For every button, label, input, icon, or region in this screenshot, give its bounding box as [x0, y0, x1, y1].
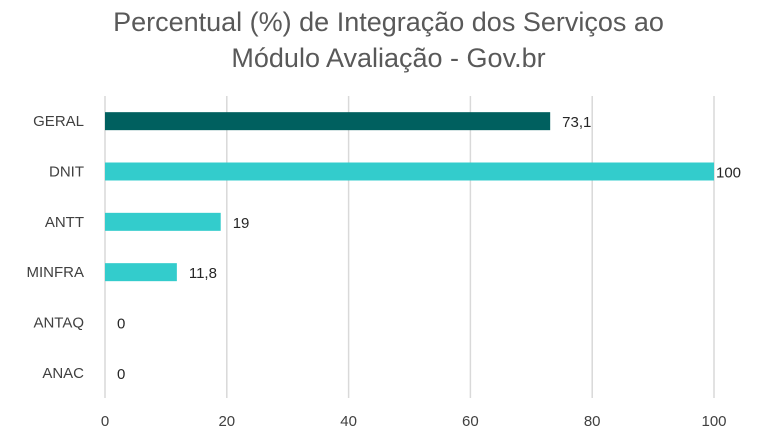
- x-tick-label-100: 100: [701, 413, 726, 430]
- category-label-geral: GERAL: [33, 113, 84, 130]
- gridlines: [104, 96, 715, 398]
- x-tick-label-0: 0: [101, 413, 109, 430]
- x-tick-label-40: 40: [340, 413, 357, 430]
- data-label-antaq: 0: [117, 316, 125, 333]
- data-label-geral: 73,1: [562, 114, 591, 131]
- category-label-anac: ANAC: [42, 365, 84, 382]
- data-labels: 73,1 100 19 11,8 0 0: [117, 114, 741, 383]
- category-label-minfra: MINFRA: [27, 264, 85, 281]
- category-labels: GERAL DNIT ANTT MINFRA ANTAQ ANAC: [27, 113, 85, 382]
- x-axis-tick-labels: 0 20 40 60 80 100: [101, 413, 727, 430]
- x-tick-label-80: 80: [584, 413, 601, 430]
- data-label-minfra: 11,8: [189, 265, 217, 282]
- data-label-anac: 0: [117, 366, 125, 383]
- chart-title: Percentual (%) de Integração dos Serviço…: [0, 4, 777, 76]
- chart-title-line-2: Módulo Avaliação - Gov.br: [231, 43, 546, 73]
- bar-antt: [105, 212, 221, 231]
- bar-minfra: [105, 263, 177, 282]
- data-label-dnit: 100: [716, 165, 741, 182]
- bars: [105, 112, 714, 282]
- chart-title-line-1: Percentual (%) de Integração dos Serviço…: [113, 7, 664, 37]
- x-tick-label-20: 20: [218, 413, 235, 430]
- bar-geral: [105, 112, 551, 131]
- bar-dnit: [105, 162, 714, 181]
- category-label-antaq: ANTAQ: [33, 315, 84, 332]
- category-label-antt: ANTT: [45, 214, 84, 231]
- data-label-antt: 19: [233, 215, 250, 232]
- x-tick-label-60: 60: [462, 413, 479, 430]
- category-label-dnit: DNIT: [49, 164, 84, 181]
